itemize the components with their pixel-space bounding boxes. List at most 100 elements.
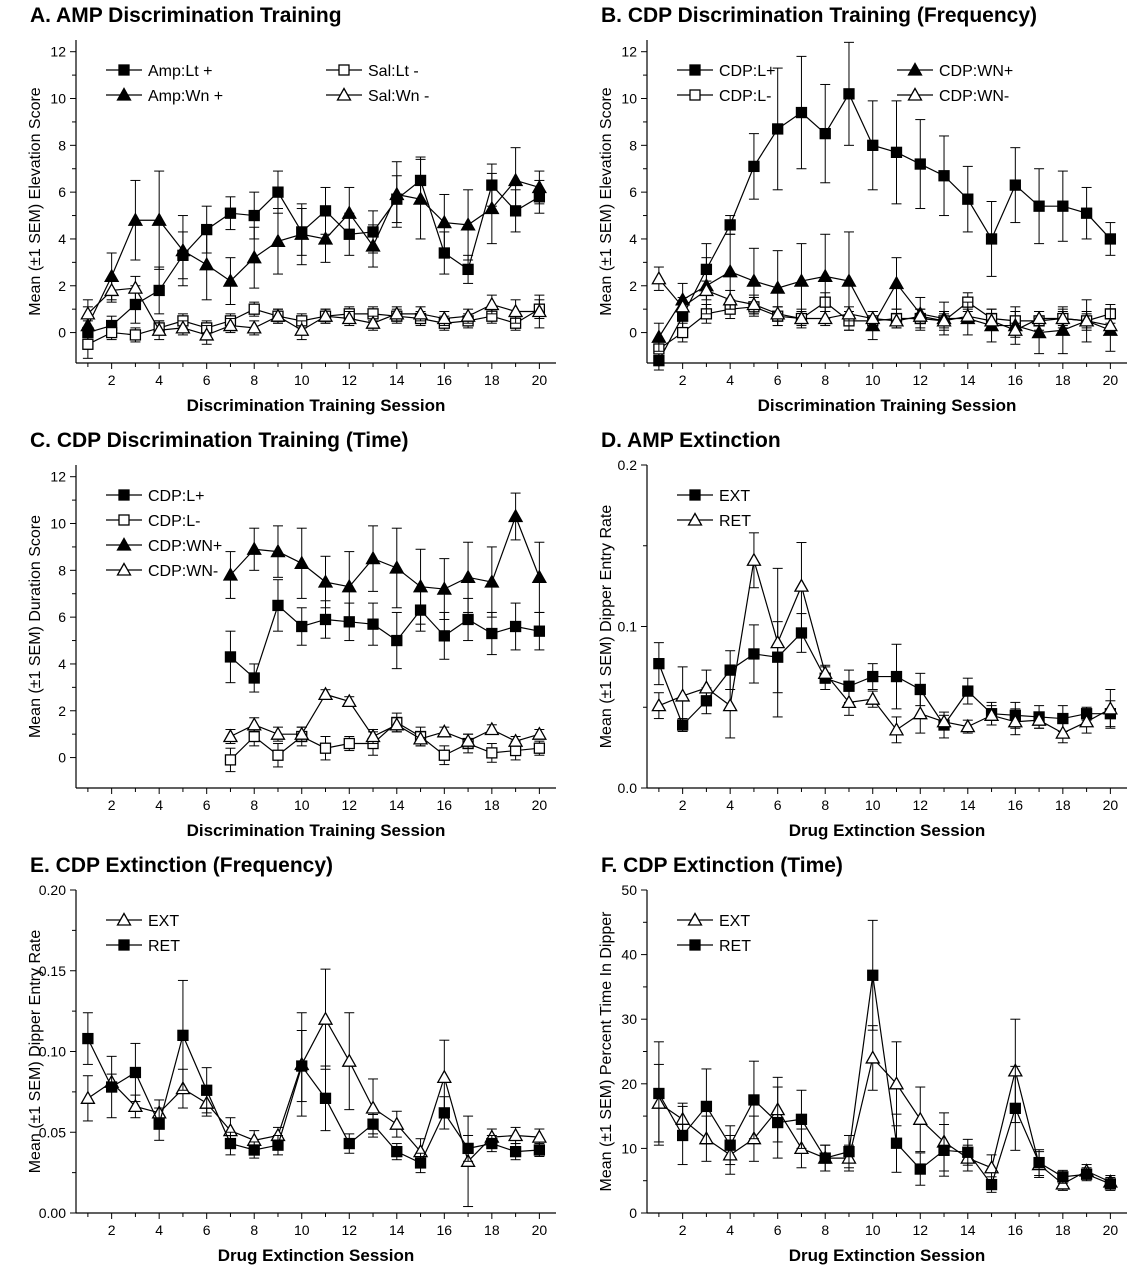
data-point [343, 1137, 355, 1150]
data-point [748, 648, 760, 660]
legend-label: CDP:WN- [939, 88, 1009, 105]
data-point [1080, 1168, 1093, 1180]
series-ret [653, 919, 1117, 1193]
data-point [748, 1094, 760, 1106]
x-tick-label: 6 [203, 372, 211, 388]
legend-label: Sal:Lt - [368, 63, 419, 80]
data-point [82, 338, 94, 350]
panel-e: E. CDP Extinction (Frequency) 2 4 6 8 10 12 14 1… [0, 850, 571, 1274]
x-tick-label: 12 [912, 797, 928, 813]
data-point [438, 749, 450, 761]
data-point [367, 618, 379, 630]
legend-label: EXT [148, 913, 179, 930]
chart-title: C. CDP Discrimination Training (Time) [30, 429, 408, 452]
y-tick-label: 30 [621, 1011, 637, 1027]
data-point [460, 217, 476, 231]
y-tick-label: 20 [621, 1076, 637, 1092]
data-point [199, 327, 215, 341]
series-line [87, 1033, 540, 1164]
series-ext [80, 968, 547, 1208]
data-point [793, 578, 810, 592]
data-point [436, 310, 452, 325]
data-point [888, 275, 905, 290]
data-point [341, 1053, 357, 1067]
data-point [460, 308, 476, 322]
x-tick-label: 4 [726, 1222, 734, 1238]
x-tick-label: 14 [960, 797, 976, 813]
data-point [319, 613, 332, 626]
data-point [819, 127, 831, 140]
data-point [248, 209, 260, 222]
data-point [389, 716, 405, 731]
y-tick-label: 0.00 [39, 1205, 66, 1221]
data-point [296, 1060, 308, 1072]
data-point [724, 219, 736, 231]
y-tick-label: 10 [50, 91, 66, 107]
data-point [1055, 310, 1071, 325]
y-axis-label: Mean (±1 SEM) Dipper Entry Rate [598, 505, 615, 749]
x-tick-label: 12 [341, 372, 357, 388]
y-tick-label: 0.10 [39, 1044, 66, 1060]
x-axis-label: Discrimination Training Session [187, 396, 446, 415]
data-point [698, 282, 715, 297]
y-tick-label: 10 [50, 516, 66, 532]
y-axis-label: Mean (±1 SEM) Duration Score [27, 515, 44, 738]
data-point [436, 1069, 452, 1083]
data-point [1102, 317, 1118, 332]
data-point [486, 1137, 498, 1150]
data-point [651, 329, 667, 343]
data-point [80, 306, 96, 320]
series-line [230, 604, 540, 680]
y-tick-label: 0 [629, 325, 637, 341]
x-axis-label: Discrimination Training Session [187, 821, 446, 840]
x-tick-label: 12 [912, 372, 928, 388]
data-point [865, 310, 881, 325]
panel-b: B. CDP Discrimination Training (Frequenc… [571, 0, 1142, 424]
legend-marker [336, 87, 352, 101]
x-tick-label: 12 [341, 797, 357, 813]
legend-label: CDP:L- [719, 88, 771, 105]
data-point [1078, 313, 1095, 327]
data-point [983, 1159, 1000, 1174]
data-point [341, 205, 357, 219]
data-point [438, 630, 450, 642]
data-point [531, 303, 547, 318]
chart-svg: A. AMP Discrimination Training 2 4 6 8 10 12 14… [27, 4, 556, 415]
data-point [296, 620, 308, 633]
data-point [1033, 200, 1045, 212]
y-tick-label: 12 [50, 469, 66, 485]
data-point [294, 322, 310, 336]
data-point [153, 284, 165, 297]
data-point [1031, 310, 1047, 325]
y-tick-label: 6 [58, 184, 66, 200]
data-point [222, 273, 239, 287]
legend-label: Amp:Wn + [148, 88, 223, 105]
panel-f: F. CDP Extinction (Time) 2 4 6 8 10 12 14 16 18 20… [571, 850, 1142, 1274]
x-axis-label: Drug Extinction Session [789, 1246, 985, 1265]
x-tick-label: 20 [532, 372, 548, 388]
data-point [294, 726, 310, 740]
data-point [890, 670, 903, 683]
series-sal-wn [80, 275, 547, 345]
y-tick-label: 0.2 [618, 457, 638, 473]
data-point [460, 733, 476, 747]
data-point [317, 686, 334, 701]
legend-marker [118, 489, 130, 501]
data-point [412, 191, 429, 205]
series-ret [651, 532, 1118, 744]
data-point [938, 1144, 950, 1156]
y-tick-label: 0.1 [618, 619, 638, 635]
data-point [175, 320, 191, 334]
y-tick-label: 10 [621, 1140, 637, 1156]
series-cdp-wn [651, 231, 1118, 355]
data-point [1057, 712, 1069, 725]
data-point [462, 613, 474, 626]
x-tick-label: 16 [437, 1222, 453, 1238]
data-point [272, 186, 284, 198]
data-point [1078, 713, 1095, 728]
data-point [914, 683, 926, 696]
legend-marker [689, 939, 701, 951]
data-point [890, 1137, 903, 1149]
data-point [912, 308, 928, 322]
